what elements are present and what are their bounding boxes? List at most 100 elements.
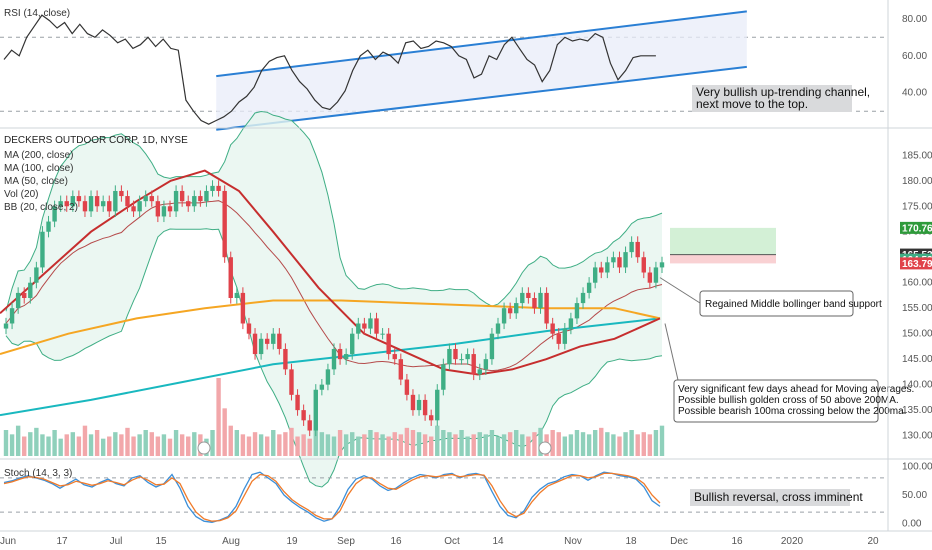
candle-body xyxy=(337,348,343,360)
volume-bar xyxy=(659,425,665,456)
volume-bar xyxy=(100,438,106,456)
rsi-annotation-text: next move to the top. xyxy=(696,97,808,111)
bollinger-lower-line xyxy=(5,228,663,488)
candle-body xyxy=(15,292,21,309)
volume-bar xyxy=(234,430,240,456)
volume-bar xyxy=(477,432,482,456)
candle-body xyxy=(629,241,634,253)
volume-bar xyxy=(301,434,306,456)
volume-bar xyxy=(76,436,82,456)
volume-bar xyxy=(295,436,300,456)
stochastic-pane[interactable]: 100.00 50.00 0.00 Bullish reversal, cross i… xyxy=(0,462,932,530)
candle-body xyxy=(356,323,361,334)
volume-bar xyxy=(258,434,264,456)
volume-bar xyxy=(647,434,653,456)
price-y-tick: 150.00 xyxy=(902,329,932,340)
candle-body xyxy=(313,389,318,431)
candle-body xyxy=(58,201,63,207)
candle-body xyxy=(52,206,57,222)
price-pane[interactable]: 185.00180.00175.00170.00165.00160.00155.… xyxy=(0,110,932,488)
volume-bar xyxy=(368,430,373,456)
volume-bar xyxy=(635,434,640,456)
volume-bar xyxy=(501,434,507,456)
volume-bar xyxy=(143,430,148,456)
candle-body xyxy=(507,308,513,314)
candle-body xyxy=(46,221,51,232)
candle-body xyxy=(343,354,349,360)
volume-bar xyxy=(435,425,440,456)
legend-ma50: MA (50, close) xyxy=(4,176,68,187)
candle-body xyxy=(173,190,179,212)
volume-bar xyxy=(107,436,112,456)
candle-body xyxy=(258,338,264,355)
x-tick-label: 16 xyxy=(731,536,743,547)
volume-bar xyxy=(331,436,337,456)
rsi-pane[interactable]: 80.00 60.00 40.00 Very bullish up-trending … xyxy=(0,10,927,131)
candle-body xyxy=(617,257,622,268)
volume-bar xyxy=(192,432,197,456)
price-y-tick: 160.00 xyxy=(902,278,932,289)
price-tag-label: 170.76 xyxy=(902,223,932,234)
x-tick-label: Aug xyxy=(222,536,240,547)
candle-body xyxy=(404,379,410,395)
x-tick-label: 14 xyxy=(492,536,504,547)
volume-bar xyxy=(9,434,15,456)
candle-body xyxy=(368,318,373,329)
candle-body xyxy=(319,384,325,390)
volume-bar xyxy=(277,434,282,456)
volume-bar xyxy=(161,434,167,456)
volume-bar xyxy=(119,434,124,456)
bollinger-upper-line xyxy=(5,110,663,312)
volume-bar xyxy=(404,427,410,456)
volume-bar xyxy=(210,430,215,456)
volume-bar xyxy=(416,432,422,456)
volume-bar xyxy=(568,434,574,456)
candle-body xyxy=(514,303,519,314)
candle-body xyxy=(107,201,112,212)
volume-bar xyxy=(216,378,221,456)
volume-bar xyxy=(447,432,452,456)
volume-bar xyxy=(3,430,9,456)
candle-body xyxy=(647,272,653,283)
stoch-y-tick: 0.00 xyxy=(902,518,922,529)
volume-bar xyxy=(289,427,294,456)
price-tag xyxy=(900,257,932,270)
candle-body xyxy=(64,201,69,207)
candle-body xyxy=(435,389,440,421)
price-y-tick: 185.00 xyxy=(902,150,932,161)
price-y-tick: 145.00 xyxy=(902,354,932,365)
candle-body xyxy=(252,333,258,355)
callout-pointer xyxy=(664,323,679,381)
candle-body xyxy=(501,308,507,324)
candle-body xyxy=(186,201,191,207)
stoch-annotation-box xyxy=(690,489,850,506)
candle-body xyxy=(192,196,197,207)
candle-body xyxy=(538,292,543,309)
volume-bar xyxy=(489,430,495,456)
candle-body xyxy=(295,394,300,411)
callout-box-ma xyxy=(673,379,879,423)
stoch-annotation-text: Bullish reversal, cross imminent xyxy=(694,490,863,504)
candle-body xyxy=(167,206,173,212)
callout-text: Possible bearish 100ma crossing below th… xyxy=(678,406,906,417)
volume-bar xyxy=(592,430,598,456)
candle-body xyxy=(3,323,9,329)
volume-bar xyxy=(252,432,258,456)
volume-bar xyxy=(374,432,379,456)
candle-body xyxy=(331,348,337,370)
candle-body xyxy=(179,190,185,202)
candle-body xyxy=(526,292,531,298)
candle-body xyxy=(599,267,604,273)
x-tick-label: 2020 xyxy=(781,536,804,547)
candle-body xyxy=(210,185,215,191)
volume-bar xyxy=(617,436,622,456)
volume-bar xyxy=(94,430,100,456)
stoch-title: Stoch (14, 3, 3) xyxy=(4,468,72,479)
candle-body xyxy=(277,333,282,349)
candle-body xyxy=(428,415,434,421)
candle-body xyxy=(113,190,118,212)
x-tick-label: Jul xyxy=(110,536,123,547)
candle-body xyxy=(307,420,312,431)
volume-bar xyxy=(386,436,391,456)
